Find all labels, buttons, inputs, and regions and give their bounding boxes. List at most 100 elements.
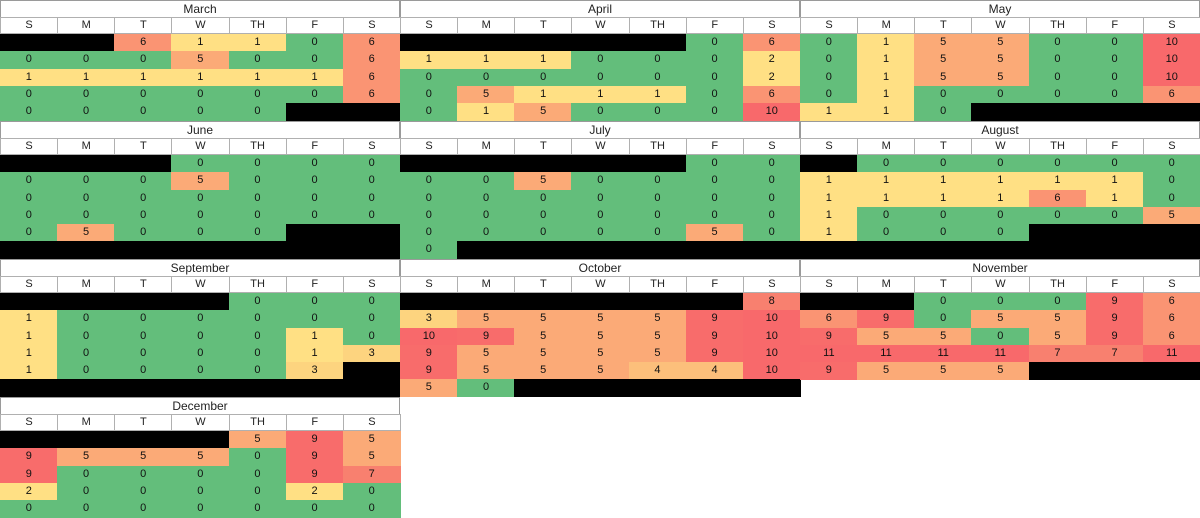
day-header: S	[342, 276, 401, 294]
empty-day-cell	[1142, 241, 1200, 259]
day-cell: 5	[914, 68, 973, 87]
day-cell: 6	[1142, 327, 1200, 346]
day-header: TH	[1028, 138, 1087, 156]
empty-day-cell	[342, 102, 401, 121]
day-cell: 1	[971, 172, 1030, 191]
day-cell: 0	[285, 310, 344, 329]
day-cell: 2	[742, 51, 801, 70]
day-cell: 0	[228, 172, 287, 191]
day-cell: 0	[400, 189, 458, 208]
day-cell: 6	[1028, 189, 1087, 208]
day-cell: 2	[0, 482, 58, 501]
day-cell: 0	[228, 361, 287, 380]
day-cell: 6	[342, 68, 401, 87]
day-cell: 0	[857, 155, 915, 174]
month-title: March	[0, 0, 400, 17]
day-header: S	[400, 138, 459, 156]
day-cell: 0	[1142, 155, 1200, 174]
day-cell: 0	[742, 223, 801, 242]
day-cell: 0	[114, 51, 173, 70]
day-cell: 3	[342, 344, 401, 363]
empty-day-cell	[857, 293, 915, 312]
day-cell: 5	[685, 223, 744, 242]
day-cell: 0	[114, 465, 173, 484]
empty-day-cell	[0, 155, 58, 174]
day-header: S	[800, 276, 859, 294]
day-cell: 4	[685, 361, 744, 380]
day-cell: 0	[914, 85, 973, 104]
day-cell: 1	[57, 68, 115, 87]
day-cell: 0	[1028, 206, 1087, 225]
day-cell: 0	[228, 206, 287, 225]
day-cell: 0	[285, 51, 344, 70]
day-cell: 5	[1028, 327, 1087, 346]
empty-day-cell	[1028, 102, 1087, 121]
day-cell: 5	[571, 361, 630, 380]
day-cell: 10	[1142, 34, 1200, 53]
empty-day-cell	[0, 34, 58, 53]
empty-day-cell	[57, 155, 115, 174]
day-cell: 1	[800, 102, 858, 121]
day-cell: 0	[342, 310, 401, 329]
day-cell: 1	[285, 68, 344, 87]
day-cell: 11	[1142, 344, 1200, 363]
day-cell: 1	[228, 34, 287, 53]
day-cell: 0	[57, 172, 115, 191]
day-cell: 3	[285, 361, 344, 380]
day-header: M	[857, 138, 916, 156]
day-cell: 0	[742, 189, 801, 208]
month-april: April S M T W TH F S 0 6 1 1 1 0 0 0 2 0 0 0 0 0 0 2 0 5 1 1 1 0 6 0 1 5 0…	[400, 0, 801, 121]
day-cell: 1	[0, 361, 58, 380]
day-header: TH	[1028, 276, 1087, 294]
day-header: S	[0, 138, 59, 156]
month-title: December	[0, 397, 400, 414]
day-cell: 6	[114, 34, 173, 53]
empty-day-cell	[0, 241, 58, 259]
day-cell: 0	[742, 155, 801, 174]
day-cell: 0	[228, 448, 287, 467]
day-cell: 0	[628, 68, 687, 87]
day-header: W	[571, 276, 630, 294]
day-cell: 0	[1085, 34, 1144, 53]
empty-day-cell	[628, 241, 687, 259]
day-header: S	[1142, 276, 1200, 294]
day-cell: 0	[1085, 206, 1144, 225]
day-header: S	[1142, 17, 1200, 35]
day-cell: 6	[1142, 293, 1200, 312]
day-cell: 0	[400, 241, 458, 259]
day-cell: 0	[342, 499, 401, 518]
day-cell: 9	[1085, 327, 1144, 346]
day-cell: 0	[114, 189, 173, 208]
month-title: September	[0, 259, 400, 276]
day-cell: 0	[114, 344, 173, 363]
day-cell: 0	[171, 155, 230, 174]
day-header: TH	[228, 17, 287, 35]
day-cell: 0	[171, 206, 230, 225]
day-cell: 5	[457, 310, 515, 329]
day-header: M	[57, 414, 116, 432]
day-header: W	[971, 17, 1030, 35]
day-cell: 0	[228, 102, 287, 121]
empty-day-cell	[1142, 361, 1200, 380]
day-cell: 0	[514, 68, 573, 87]
day-cell: 0	[457, 172, 515, 191]
day-cell: 10	[742, 361, 801, 380]
day-cell: 2	[742, 68, 801, 87]
day-cell: 0	[285, 189, 344, 208]
empty-day-cell	[800, 155, 858, 174]
day-cell: 6	[800, 310, 858, 329]
day-cell: 0	[171, 85, 230, 104]
day-cell: 0	[285, 293, 344, 312]
day-cell: 5	[457, 85, 515, 104]
empty-day-cell	[514, 379, 573, 397]
day-cell: 11	[971, 344, 1030, 363]
day-cell: 9	[0, 448, 58, 467]
day-header: S	[800, 17, 859, 35]
month-december: December S M T W TH F S 5 9 5 9 5 5 5 0 9 5 9 0 0 0 0 9 7 2 0 0 0 0 2 0…	[0, 397, 401, 518]
day-cell: 0	[57, 85, 115, 104]
day-header: S	[400, 276, 459, 294]
day-cell: 1	[857, 68, 915, 87]
empty-day-cell	[457, 155, 515, 174]
empty-day-cell	[914, 241, 973, 259]
day-cell: 0	[285, 34, 344, 53]
